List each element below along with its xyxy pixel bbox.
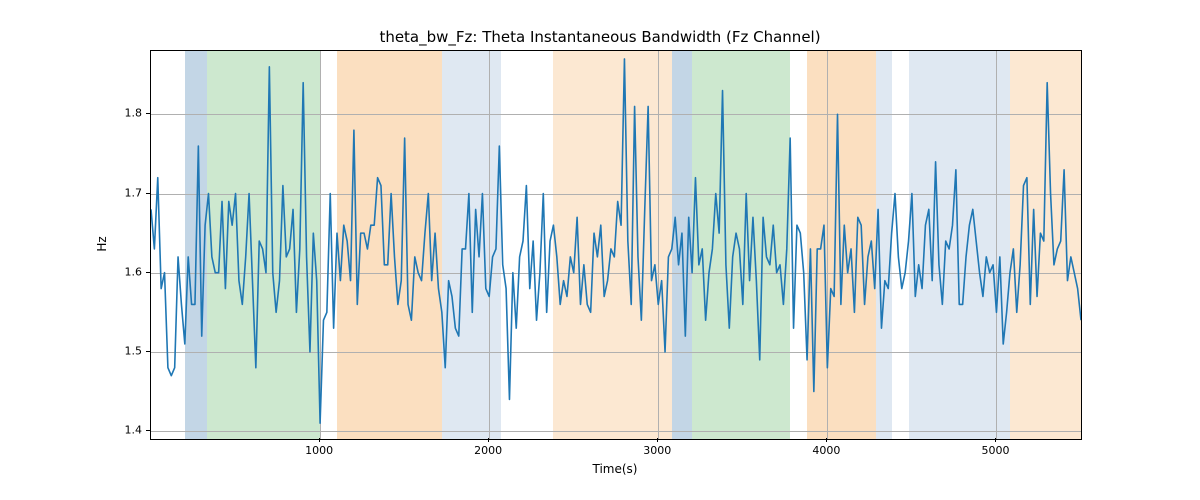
y-axis-label: Hz	[95, 236, 109, 251]
x-tick-label: 1000	[305, 444, 333, 457]
x-tick-label: 5000	[981, 444, 1009, 457]
y-tick-label: 1.8	[125, 107, 143, 120]
x-axis-label: Time(s)	[593, 462, 638, 476]
figure: theta_bw_Fz: Theta Instantaneous Bandwid…	[0, 0, 1200, 500]
y-tick-mark	[146, 430, 150, 431]
y-tick-mark	[146, 113, 150, 114]
x-tick-mark	[319, 438, 320, 442]
x-tick-label: 2000	[474, 444, 502, 457]
y-tick-mark	[146, 193, 150, 194]
y-tick-label: 1.6	[125, 265, 143, 278]
x-tick-mark	[826, 438, 827, 442]
plot-area	[150, 50, 1082, 440]
y-tick-mark	[146, 272, 150, 273]
line-series	[151, 51, 1081, 439]
x-tick-mark	[488, 438, 489, 442]
y-tick-label: 1.7	[125, 186, 143, 199]
x-tick-label: 4000	[812, 444, 840, 457]
y-tick-mark	[146, 351, 150, 352]
chart-title: theta_bw_Fz: Theta Instantaneous Bandwid…	[0, 28, 1200, 46]
x-tick-mark	[657, 438, 658, 442]
y-tick-label: 1.4	[125, 424, 143, 437]
y-tick-label: 1.5	[125, 344, 143, 357]
x-tick-label: 3000	[643, 444, 671, 457]
x-tick-mark	[995, 438, 996, 442]
